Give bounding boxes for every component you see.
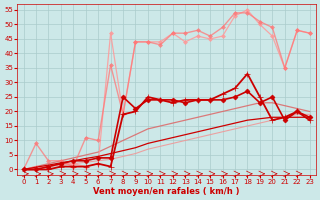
X-axis label: Vent moyen/en rafales ( km/h ): Vent moyen/en rafales ( km/h )	[93, 187, 240, 196]
